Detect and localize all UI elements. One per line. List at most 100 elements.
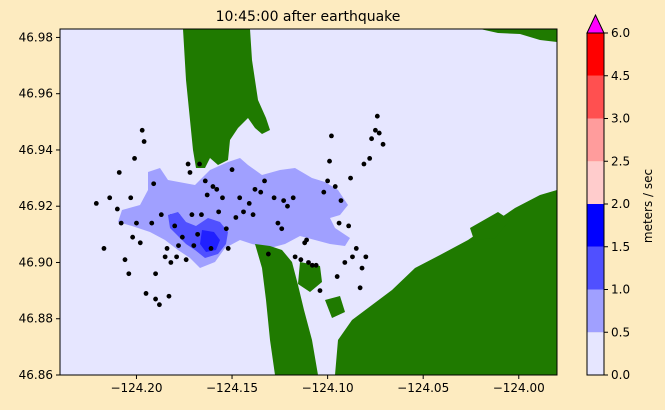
y-tick-label: 46.90 [19, 255, 53, 269]
colorbar-tick-label: 2.0 [611, 197, 630, 211]
map-area [60, 29, 557, 375]
gauge-point [225, 246, 231, 251]
colorbar-segment [587, 33, 604, 76]
x-tick-label: −124.15 [206, 381, 258, 395]
gauge-point [189, 212, 195, 218]
x-tick-label: −124.00 [493, 381, 545, 395]
y-tick-label: 46.92 [19, 199, 53, 213]
gauge-point [353, 246, 359, 251]
colorbar-tick-label: 2.5 [611, 154, 630, 168]
plot-frame [59, 28, 558, 376]
gauge-point [374, 113, 380, 119]
gauge-point [183, 257, 189, 263]
gauge-point [114, 206, 120, 212]
gauge-point [214, 186, 220, 192]
gauge-point [195, 231, 201, 237]
y-tick-label: 46.96 [19, 87, 53, 101]
gauge-point [250, 212, 256, 218]
gauge-point [262, 178, 267, 184]
gauge-point [265, 251, 271, 257]
colorbar-tick-label: 6.0 [611, 26, 630, 40]
gauge-point [373, 127, 378, 133]
gauge-point [210, 184, 216, 189]
colorbar-label: meters / sec [641, 169, 655, 243]
chart-title: 10:45:00 after earthquake [216, 9, 401, 25]
gauge-point [317, 288, 323, 294]
speed-region-1-5 [200, 230, 220, 252]
gauge-point [179, 234, 185, 240]
gauge-point [137, 240, 143, 246]
gauge-point [149, 220, 155, 226]
gauge-point [334, 274, 340, 279]
south-islands-land [298, 212, 510, 318]
gauge-point [151, 181, 157, 187]
colorbar-tick-label: 0.5 [611, 325, 630, 339]
gauge-point [134, 220, 139, 226]
gauge-point [369, 136, 374, 142]
gauge-point [321, 189, 327, 195]
colorbar-tick-label: 4.5 [611, 69, 630, 83]
colorbar-tick-label: 1.5 [611, 240, 630, 254]
colorbar-segment [587, 75, 604, 119]
gauge-point [164, 246, 170, 251]
gauge-point [220, 195, 225, 201]
gauge-point [292, 254, 298, 260]
gauge-point [101, 246, 107, 251]
gauge-point [176, 243, 181, 249]
x-tick-label: −124.10 [302, 381, 354, 395]
colorbar-segment [587, 161, 604, 204]
gauge-point [216, 209, 222, 215]
colorbar-tick-label: 0.0 [611, 368, 630, 382]
gauge-point [202, 178, 208, 184]
gauge-point [116, 170, 122, 175]
gauge-point [376, 130, 382, 136]
gauge-point [132, 155, 137, 161]
x-tick-label: −124.05 [397, 381, 449, 395]
colorbar-ticks: 0.0 0.5 1.0 1.5 2.0 2.5 3.0 4.5 6.0 [604, 26, 630, 382]
gauge-point [367, 155, 373, 161]
gauge-point [158, 212, 164, 218]
gauge-point [197, 161, 202, 167]
gauge-point [342, 260, 348, 265]
gauge-point [246, 201, 252, 206]
gauge-point [157, 302, 162, 308]
colorbar-segment [587, 246, 604, 290]
gauge-point [304, 237, 309, 243]
gauge-point [128, 195, 134, 201]
gauge-point [93, 201, 99, 206]
y-axis-ticks: 46.86 46.88 46.90 46.92 46.94 46.96 46.98 [19, 30, 60, 382]
speed-region-0-5 [118, 158, 350, 268]
gauge-point [252, 186, 258, 192]
gauge-point [191, 243, 197, 249]
gauge-point [122, 257, 128, 263]
colorbar-tick-label: 3.0 [611, 112, 630, 126]
gauge-point [229, 167, 235, 173]
gauge-point [329, 133, 334, 139]
gauge-point [107, 195, 113, 201]
gauge-point [223, 226, 229, 232]
y-tick-label: 46.94 [19, 143, 53, 157]
south-spit-land [255, 244, 318, 375]
gauge-point [338, 198, 344, 203]
south-shore-land [335, 190, 557, 375]
gauge-markers [93, 113, 386, 308]
y-tick-label: 46.88 [19, 312, 53, 326]
gauge-point [350, 254, 355, 260]
north-spit-land [183, 29, 270, 168]
gauge-point [258, 189, 264, 195]
gauge-point [168, 260, 174, 265]
gauge-point [306, 260, 311, 265]
gauge-point [348, 175, 353, 181]
gauge-point [204, 192, 210, 198]
gauge-point [199, 212, 204, 218]
colorbar-segment [587, 204, 604, 247]
x-tick-label: −124.20 [110, 381, 162, 395]
gauge-point [298, 257, 304, 263]
gauge-point [363, 254, 369, 260]
gauge-point [285, 203, 290, 209]
colorbar [586, 13, 605, 376]
gauge-point [281, 198, 287, 203]
gauge-point [185, 161, 191, 167]
gauge-point [166, 293, 172, 299]
gauge-point [162, 254, 168, 260]
